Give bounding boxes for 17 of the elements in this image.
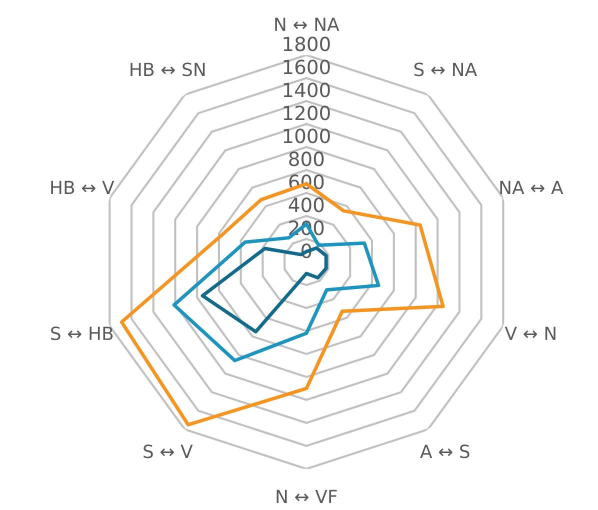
spoke-label: S ↔ V [144, 444, 193, 458]
y-tick-label: 1600 [284, 60, 330, 74]
spoke-label: V ↔ N [504, 326, 556, 340]
y-tick-label: 1800 [284, 36, 330, 52]
spoke-label: N ↔ NA [275, 18, 340, 31]
spoke-label: N ↔ VF [276, 490, 337, 504]
spoke-label: S ↔ NA [414, 62, 477, 76]
spoke-label: NA ↔ A [500, 180, 564, 194]
spoke-label: A ↔ S [420, 444, 470, 458]
y-tick-label: 800 [289, 152, 324, 166]
y-tick-label: 1400 [284, 82, 330, 98]
y-tick-label: 400 [288, 198, 324, 212]
spoke-label: S ↔ HB [51, 326, 113, 340]
spoke-label: HB ↔ V [51, 180, 114, 194]
spoke-label: HB ↔ SN [130, 62, 205, 76]
y-tick-label: 1000 [284, 128, 330, 144]
y-tick-label: 1200 [284, 106, 330, 120]
